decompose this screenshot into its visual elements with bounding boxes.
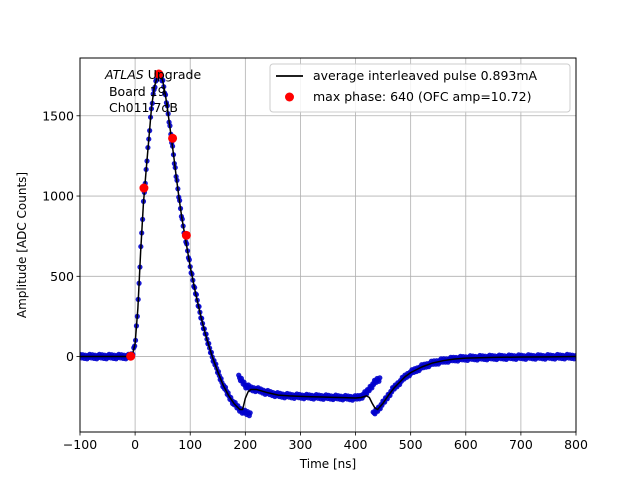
data-layer: [80, 69, 576, 419]
max-phase-marker: [154, 69, 164, 79]
plot-frame: [79, 57, 577, 433]
x-tick-label: 300: [289, 437, 313, 452]
x-axis-label: Time [ns]: [299, 457, 356, 471]
x-tick-label: 200: [233, 437, 257, 452]
max-phase-marker: [139, 183, 149, 193]
x-tick-label: 0: [131, 437, 139, 452]
max-phase-marker: [181, 230, 191, 240]
x-tick-label: 600: [454, 437, 478, 452]
x-tick-label: 400: [344, 437, 368, 452]
x-tick-label: 800: [564, 437, 588, 452]
atlas-annotation-line2: Board 19: [105, 84, 166, 99]
axis-ticks: −100 0 100 200 300 400 500 600 700 800 0 500 1000 150…: [42, 108, 588, 452]
y-tick-label: 500: [50, 269, 74, 284]
atlas-annotation-rest: Upgrade: [144, 67, 202, 82]
x-tick-label: 500: [399, 437, 423, 452]
sample-point: [377, 375, 383, 381]
atlas-annotation-italic: ATLAS: [104, 67, 144, 82]
x-tick-label: 700: [509, 437, 533, 452]
x-tick-label: −100: [63, 437, 97, 452]
legend-entry-max-phase: max phase: 640 (OFC amp=10.72): [313, 89, 531, 104]
y-tick-label: 0: [66, 349, 74, 364]
atlas-annotation-line3: Ch011 7dB: [105, 100, 178, 115]
y-tick-label: 1500: [42, 108, 74, 123]
legend-marker-swatch: [285, 92, 294, 102]
max-phase-marker: [168, 133, 178, 143]
y-axis-label: Amplitude [ADC Counts]: [15, 172, 29, 318]
x-tick-label: 100: [178, 437, 202, 452]
legend-box: [269, 63, 571, 113]
max-phase-marker: [126, 351, 136, 361]
plot-area: [80, 58, 576, 432]
legend: average interleaved pulse 0.893mA max ph…: [269, 63, 571, 113]
y-tick-label: 1000: [42, 189, 74, 204]
atlas-annotation-line1: ATLAS Upgrade: [104, 67, 201, 82]
sample-point: [247, 410, 253, 416]
legend-entry-average-pulse: average interleaved pulse 0.893mA: [313, 68, 538, 83]
